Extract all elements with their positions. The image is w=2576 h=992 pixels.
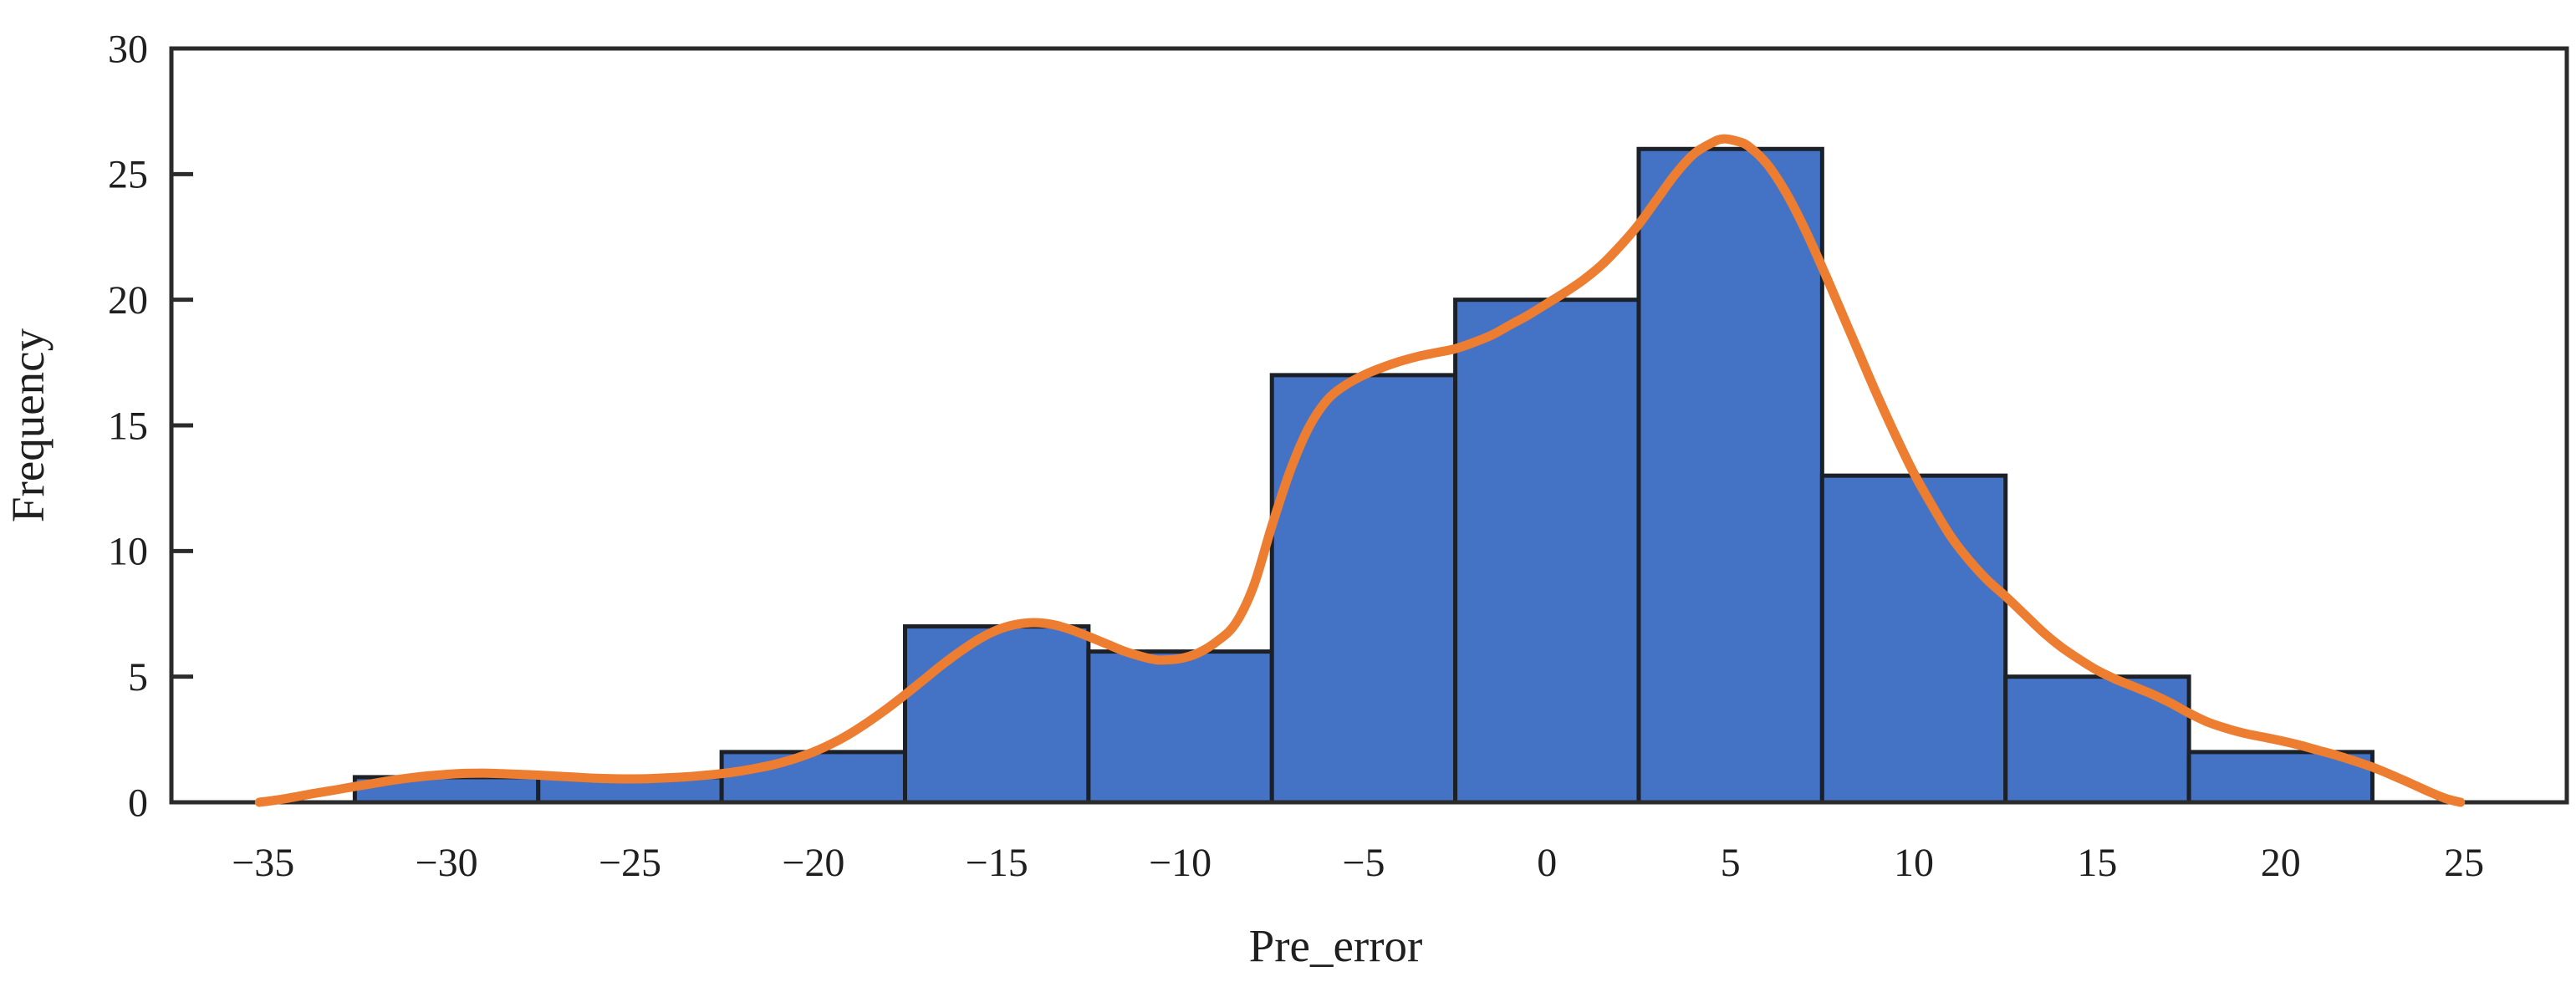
y-tick-label: 25: [108, 153, 148, 197]
x-tick-label: −5: [1342, 841, 1385, 885]
y-tick-label: 15: [108, 404, 148, 448]
histogram-bar: [1636, 146, 1824, 805]
y-axis-title: Frequency: [3, 328, 54, 522]
x-tick-label: 5: [1721, 841, 1741, 885]
x-tick-label: 15: [2077, 841, 2117, 885]
kde-curve: [254, 134, 2466, 807]
x-tick-label: −10: [1149, 841, 1211, 885]
x-tick-label: 10: [1894, 841, 1934, 885]
x-tick-label: −35: [232, 841, 294, 885]
histogram-bar: [719, 750, 907, 805]
x-tick-label: −25: [599, 841, 661, 885]
histogram-bar: [1086, 649, 1274, 805]
x-tick-label: −20: [782, 841, 844, 885]
y-tick-label: 20: [108, 278, 148, 323]
x-tick-label: −30: [416, 841, 478, 885]
histogram-bar: [1819, 473, 2008, 805]
y-tick-label: 5: [128, 655, 148, 699]
x-tick-label: −15: [966, 841, 1028, 885]
x-tick-label: 20: [2261, 841, 2301, 885]
x-tick-label: 25: [2444, 841, 2484, 885]
histogram-bar: [1453, 298, 1641, 805]
x-tick-label: 0: [1537, 841, 1557, 885]
histogram-bar: [902, 624, 1091, 805]
x-axis-title: Pre_error: [1249, 920, 1423, 971]
y-tick-label: 0: [128, 781, 148, 825]
y-tick-label: 10: [108, 530, 148, 574]
y-tick-label: 30: [108, 27, 148, 71]
